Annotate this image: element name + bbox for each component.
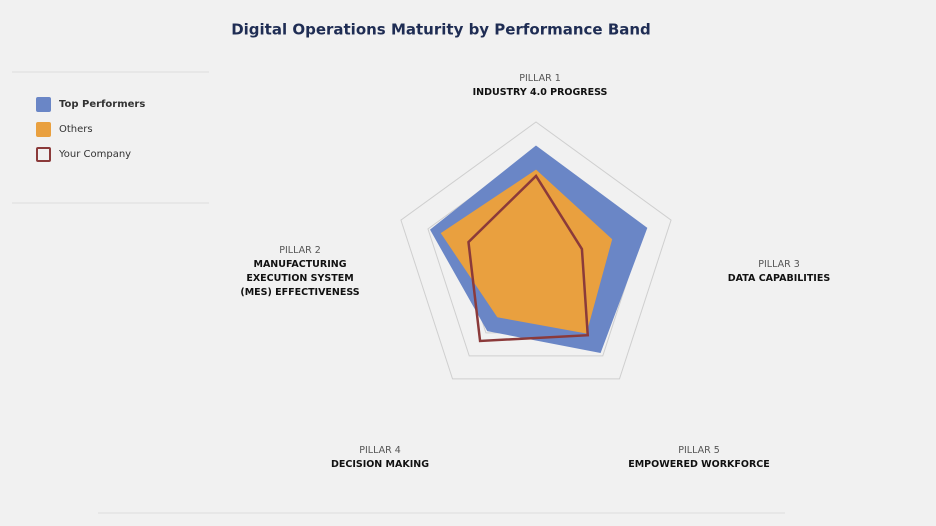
axis-label: PILLAR 1 INDUSTRY 4.0 PROGRESS (460, 72, 620, 100)
grid-ring (400, 121, 672, 380)
axis-prefix: PILLAR 3 (758, 259, 800, 270)
axis-label: PILLAR 5 EMPOWERED WORKFORCE (619, 444, 779, 472)
legend-label: Top Performers (59, 99, 146, 110)
axis-name: INDUSTRY 4.0 PROGRESS (472, 87, 608, 98)
legend-swatch (36, 147, 51, 162)
axis-prefix: PILLAR 5 (678, 445, 720, 456)
axis-name: DECISION MAKING (330, 459, 430, 470)
axis-prefix: PILLAR 4 (359, 445, 401, 456)
legend-item: Your Company (36, 147, 131, 162)
axis-prefix: PILLAR 1 (519, 73, 561, 84)
axis-prefix: PILLAR 2 (279, 245, 321, 256)
series-area (440, 169, 613, 334)
legend-swatch (36, 97, 51, 112)
legend-item: Others (36, 122, 93, 137)
legend-item: Top Performers (36, 97, 145, 112)
axis-label: PILLAR 2 MANUFACTURING EXECUTION SYSTEM (… (235, 244, 365, 300)
series-area (467, 173, 590, 343)
legend-label: Others (59, 124, 93, 135)
axis-label: PILLAR 4 DECISION MAKING (310, 444, 450, 472)
chart-title: Digital Operations Maturity by Performan… (231, 21, 651, 39)
axis-name: MANUFACTURING EXECUTION SYSTEM (MES) EFF… (240, 259, 360, 298)
legend-swatch (36, 122, 51, 137)
axis-label: PILLAR 3 DATA CAPABILITIES (709, 258, 849, 286)
axis-name: DATA CAPABILITIES (727, 273, 831, 284)
legend-label: Your Company (59, 149, 132, 160)
axis-name: EMPOWERED WORKFORCE (628, 459, 770, 470)
